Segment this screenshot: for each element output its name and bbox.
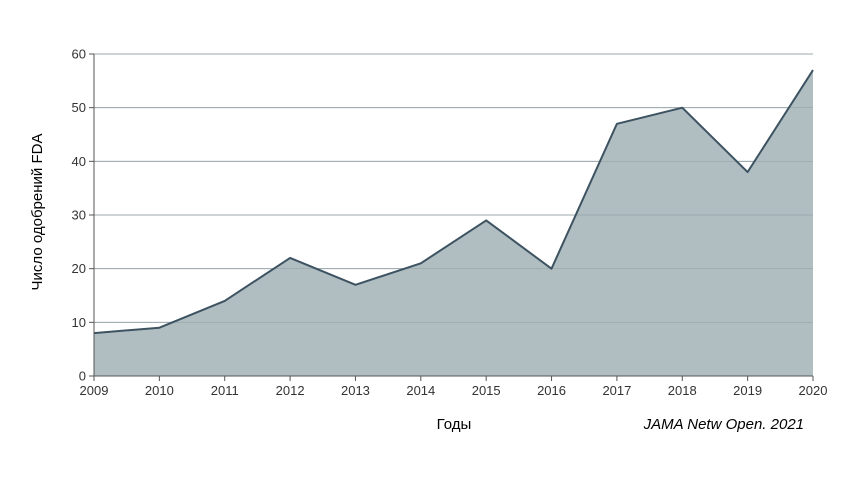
x-tick-label-2010: 2010: [145, 383, 174, 398]
source-citation: JAMA Netw Open. 2021: [643, 416, 804, 433]
y-tick-label-60: 60: [72, 47, 86, 62]
y-tick-label-40: 40: [72, 154, 86, 169]
x-tick-label-2011: 2011: [211, 383, 239, 398]
x-axis-title: Годы: [437, 416, 472, 433]
area-fill: [94, 70, 813, 376]
x-tick-label-2015: 2015: [472, 383, 501, 398]
x-tick-labels: 2009 2010 2011 2012 2013 2014 2015 2016 2017 2018…: [80, 383, 828, 398]
x-tick-label-2012: 2012: [276, 383, 305, 398]
x-tick-label-2014: 2014: [406, 383, 435, 398]
x-tick-label-2017: 2017: [602, 383, 631, 398]
y-tick-label-50: 50: [72, 100, 86, 115]
x-tick-label-2009: 2009: [80, 383, 109, 398]
x-tick-label-2013: 2013: [341, 383, 370, 398]
y-tick-label-20: 20: [72, 261, 86, 276]
x-tick-label-2019: 2019: [733, 383, 762, 398]
x-tick-label-2016: 2016: [537, 383, 566, 398]
x-tick-label-2018: 2018: [668, 383, 697, 398]
y-tick-labels: 0 10 20 30 40 50 60: [72, 47, 86, 384]
y-tick-label-0: 0: [79, 369, 86, 384]
data-points: [93, 70, 814, 334]
x-tick-label-2020: 2020: [799, 383, 828, 398]
series-line: [93, 69, 814, 335]
y-tick-label-30: 30: [72, 208, 86, 223]
axes: [89, 53, 814, 381]
y-tick-label-10: 10: [72, 315, 86, 330]
y-axis-title: Число одобрений FDA: [29, 134, 46, 291]
grid-lines: [94, 53, 813, 323]
